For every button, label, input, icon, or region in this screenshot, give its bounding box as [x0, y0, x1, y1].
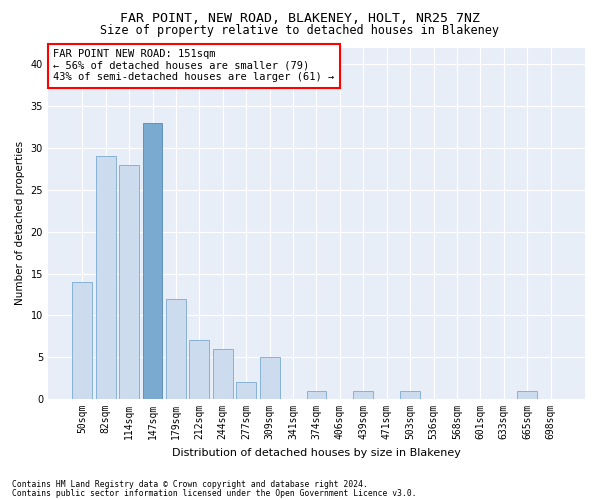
Bar — [190, 340, 209, 399]
Bar — [400, 390, 420, 399]
Bar — [143, 123, 163, 399]
Text: FAR POINT NEW ROAD: 151sqm
← 56% of detached houses are smaller (79)
43% of semi: FAR POINT NEW ROAD: 151sqm ← 56% of deta… — [53, 50, 335, 82]
Bar — [96, 156, 116, 399]
Bar — [307, 390, 326, 399]
Bar — [517, 390, 537, 399]
Bar — [166, 298, 186, 399]
Text: Contains public sector information licensed under the Open Government Licence v3: Contains public sector information licen… — [12, 488, 416, 498]
Text: Contains HM Land Registry data © Crown copyright and database right 2024.: Contains HM Land Registry data © Crown c… — [12, 480, 368, 489]
Bar — [236, 382, 256, 399]
Text: Size of property relative to detached houses in Blakeney: Size of property relative to detached ho… — [101, 24, 499, 37]
Y-axis label: Number of detached properties: Number of detached properties — [15, 141, 25, 306]
Text: FAR POINT, NEW ROAD, BLAKENEY, HOLT, NR25 7NZ: FAR POINT, NEW ROAD, BLAKENEY, HOLT, NR2… — [120, 12, 480, 26]
Bar — [213, 349, 233, 399]
Bar — [73, 282, 92, 399]
Bar — [119, 164, 139, 399]
Bar — [353, 390, 373, 399]
X-axis label: Distribution of detached houses by size in Blakeney: Distribution of detached houses by size … — [172, 448, 461, 458]
Bar — [260, 357, 280, 399]
